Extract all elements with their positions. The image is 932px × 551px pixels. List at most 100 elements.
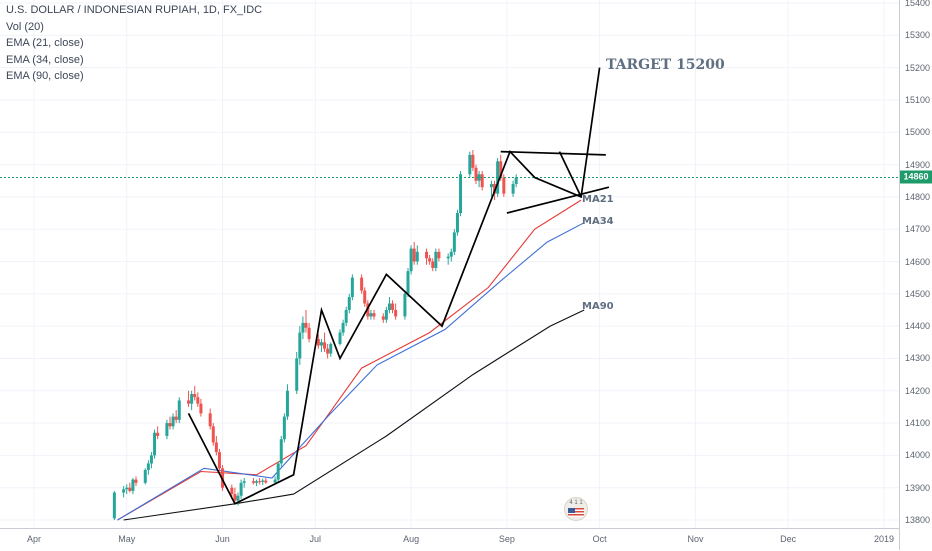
candle-body <box>168 423 172 427</box>
candle-body <box>239 482 243 496</box>
candle-body <box>431 261 435 268</box>
ma21-label: MA21 <box>582 194 614 205</box>
candle-body <box>261 480 265 482</box>
candle-body <box>134 479 138 483</box>
time-tick: Oct <box>592 534 607 544</box>
candle-body <box>493 183 497 194</box>
candle-body <box>304 322 308 328</box>
candle-body <box>273 479 277 483</box>
candle-body <box>511 183 515 194</box>
candle-body <box>412 248 416 262</box>
legend-ema21[interactable]: EMA (21, close) <box>6 37 84 49</box>
candle-body <box>251 481 255 483</box>
candle-body <box>372 313 376 317</box>
candle-body <box>174 416 178 420</box>
badge-text: 4 1 1 <box>569 500 583 506</box>
candle-body <box>307 327 311 340</box>
price-axis[interactable]: 15400 15300 15200 15100 15000 14900 14800 14700… <box>899 0 932 550</box>
candle-body <box>502 177 506 194</box>
candle-body <box>480 174 484 188</box>
candle-body <box>298 332 302 359</box>
price-tick: 15200 <box>905 62 931 73</box>
candle-body <box>208 413 212 427</box>
events-badge[interactable]: 4 1 1 <box>564 497 588 521</box>
candle-body <box>369 313 373 317</box>
candle-body <box>128 487 132 491</box>
legend-ema90[interactable]: EMA (90, close) <box>6 70 84 82</box>
time-tick: Jun <box>215 534 230 544</box>
time-tick: Aug <box>403 534 420 544</box>
candle-body <box>230 487 234 495</box>
price-tick: 14500 <box>905 288 931 299</box>
candle-body <box>190 393 194 404</box>
time-tick: Jul <box>309 534 322 544</box>
candle-body <box>452 232 456 252</box>
candle-body <box>242 481 246 483</box>
candle-body <box>214 442 218 453</box>
candle-body <box>236 495 240 501</box>
candle-body <box>264 480 268 483</box>
candle-body <box>381 316 385 320</box>
price-tick: 14900 <box>905 159 931 170</box>
candle-body <box>514 177 518 184</box>
price-tick: 14600 <box>905 256 931 267</box>
time-axis[interactable]: Apr May Jun Jul Aug Sep Oct Nov Dec 2019 <box>0 528 899 551</box>
candle-body <box>434 251 438 268</box>
candle-body <box>468 154 472 175</box>
time-tick: Nov <box>687 534 704 544</box>
candle-body <box>255 481 259 483</box>
candle-body <box>279 439 283 464</box>
candle-body <box>338 332 342 344</box>
candle-body <box>384 309 388 320</box>
price-tick: 15100 <box>905 94 931 105</box>
candle-body <box>326 348 330 354</box>
price-tick: 14100 <box>905 418 931 429</box>
candle-body <box>350 277 354 298</box>
price-tick: 14800 <box>905 191 931 202</box>
candle-body <box>211 426 215 443</box>
candle-body <box>177 400 181 420</box>
ema21-line <box>117 199 582 521</box>
candle-body <box>446 256 450 259</box>
candle-body <box>329 343 333 354</box>
candle-body <box>285 390 289 417</box>
price-tick: 13900 <box>905 482 931 493</box>
candle-body <box>276 463 280 480</box>
ema34-line <box>117 222 585 521</box>
candle-body <box>282 416 286 440</box>
candle-body <box>149 455 153 464</box>
legend-symbol[interactable]: U.S. DOLLAR / INDONESIAN RUPIAH, 1D, FX_… <box>6 4 263 16</box>
candle-body <box>409 248 413 272</box>
candle-body <box>437 251 441 259</box>
pattern-drawings <box>187 67 610 505</box>
candle-body <box>344 309 348 323</box>
candle-body <box>366 303 370 317</box>
candle-body <box>217 452 221 469</box>
legend-vol[interactable]: Vol (20) <box>6 20 44 33</box>
legend-ema34[interactable]: EMA (34, close) <box>6 53 84 66</box>
price-tick: 15000 <box>905 127 931 138</box>
time-tick: Dec <box>780 534 797 544</box>
candle-body <box>363 290 367 304</box>
candle-body <box>406 271 410 294</box>
candle-body <box>387 303 391 310</box>
candle-body <box>347 297 351 310</box>
price-tick: 14000 <box>905 450 931 461</box>
candle-body <box>415 251 419 262</box>
candle-body <box>187 400 191 404</box>
candle-body <box>153 432 157 456</box>
time-tick: May <box>118 534 136 544</box>
target-label: TARGET 15200 <box>606 57 725 73</box>
candle-body <box>489 183 493 188</box>
candle-body <box>319 342 323 346</box>
candle-body <box>391 303 395 310</box>
us-flag-icon <box>568 508 584 517</box>
candle-body <box>323 342 327 349</box>
ema-lines <box>117 199 585 521</box>
candle-body <box>295 358 299 391</box>
ma90-label: MA90 <box>582 301 614 312</box>
ema90-line <box>123 309 585 521</box>
candle-body <box>233 494 237 501</box>
candle-body <box>499 161 503 178</box>
